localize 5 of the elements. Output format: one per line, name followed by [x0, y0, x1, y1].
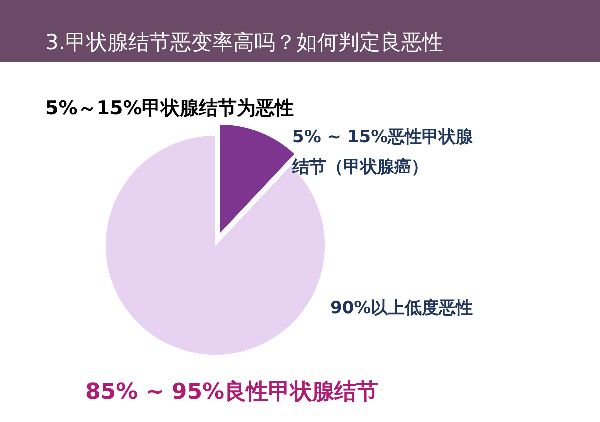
- chart-subtitle: 5%～15%甲状腺结节为恶性: [46, 98, 294, 120]
- slice-label: 85% ~ 95%良性甲状腺结节: [86, 379, 379, 405]
- slice-label: 5% ~ 15%恶性甲状腺结节（甲状腺癌）: [292, 128, 474, 178]
- text: 90%以上低度恶性: [330, 298, 474, 318]
- chart-title: 3.甲状腺结节恶变率高吗？如何判定良恶性: [46, 30, 444, 54]
